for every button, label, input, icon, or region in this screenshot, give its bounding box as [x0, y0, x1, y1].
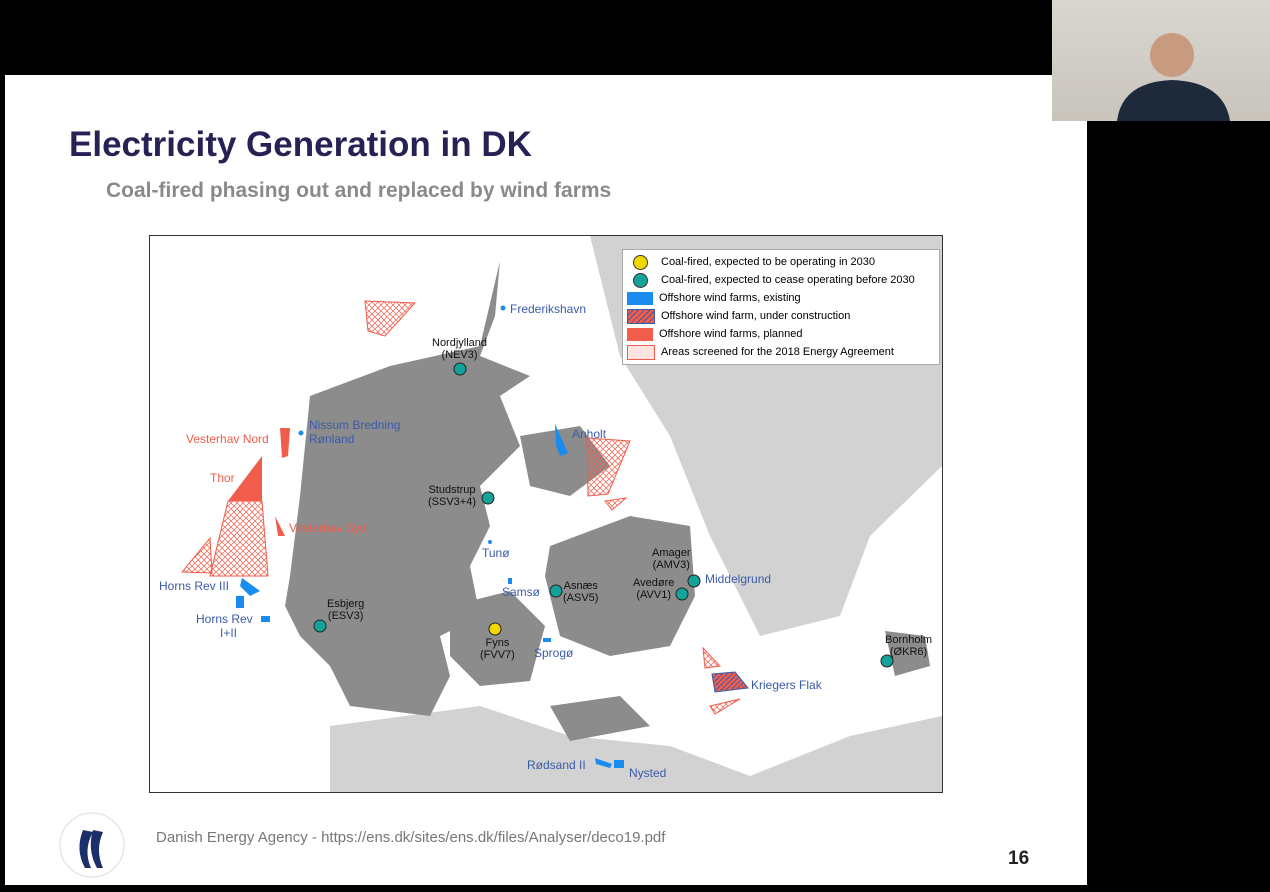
- legend-item: Areas screened for the 2018 Energy Agree…: [627, 343, 935, 361]
- legend-item: Offshore wind farms, existing: [627, 289, 935, 307]
- aalborg-university-logo: [55, 810, 130, 885]
- zealand-land: [545, 516, 695, 656]
- wind-farm-shapes: [180, 300, 749, 768]
- map-legend: Coal-fired, expected to be operating in …: [622, 249, 940, 365]
- wind-farm-label: Horns Rev: [196, 612, 253, 626]
- map-shapes: [180, 236, 942, 792]
- legend-item: Coal-fired, expected to be operating in …: [627, 253, 935, 271]
- wind-farm-label: Nissum Bredning: [309, 418, 401, 432]
- wind-farm-label: Rødsand II: [527, 758, 586, 772]
- plant-label: Avedøre (AVV1): [633, 577, 675, 601]
- source-citation: Danish Energy Agency - https://ens.dk/si…: [156, 829, 666, 846]
- coal-ceasing-icon: [633, 272, 648, 288]
- planned-swatch: [627, 327, 653, 341]
- wind-farm-label: Nysted: [629, 766, 667, 780]
- wind-farm-label: Kriegers Flak: [751, 678, 822, 692]
- legend-label: Coal-fired, expected to cease operating …: [661, 274, 915, 286]
- wind-farm-label: Samsø: [502, 585, 541, 599]
- funen-land: [450, 591, 545, 686]
- plant-label: Nordjylland (NEV3): [432, 337, 488, 361]
- construction-swatch: [627, 308, 655, 324]
- coal-plant-icon: [488, 622, 502, 636]
- coal-plant-icon: [549, 584, 563, 598]
- slide-title: Electricity Generation in DK: [69, 125, 532, 164]
- coal-plant-icon: [313, 619, 327, 633]
- coal-plant-icon: [481, 491, 495, 505]
- legend-label: Coal-fired, expected to be operating in …: [661, 256, 876, 268]
- plant-label: Asnæs (ASV5): [563, 580, 599, 604]
- wind-farm-label: Thor: [210, 471, 235, 485]
- denmark-map: Coal-fired, expected to be operating in …: [149, 235, 943, 793]
- legend-item: Offshore wind farm, under construction: [627, 307, 935, 325]
- slide-subtitle: Coal-fired phasing out and replaced by w…: [106, 179, 612, 202]
- webcam-video: [1052, 0, 1270, 121]
- coal-plant-icon: [880, 654, 894, 668]
- plant-markers: [313, 362, 894, 668]
- screened-swatch: [627, 344, 655, 360]
- wind-farm-label: Vesterhav Nord: [186, 432, 269, 446]
- plant-label: Amager (AMV3): [652, 547, 691, 571]
- wind-farm-label: Vesterhav Syd: [289, 521, 367, 535]
- wind-farm-label: Frederikshavn: [510, 302, 587, 316]
- plant-label: Esbjerg (ESV3): [327, 598, 365, 622]
- coal-operating-icon: [633, 254, 648, 270]
- legend-label: Offshore wind farms, existing: [659, 292, 801, 304]
- plant-label: Bornholm (ØKR6): [885, 634, 933, 658]
- page-number: 16: [1008, 848, 1030, 869]
- bornholm-land: [885, 631, 930, 676]
- wind-farm-label: Rønland: [309, 432, 355, 446]
- wind-farm-label: Middelgrund: [705, 572, 772, 586]
- wind-farm-label: Sprogø: [534, 646, 574, 660]
- plant-label: Studstrup (SSV3+4): [428, 484, 476, 508]
- germany-land: [330, 706, 942, 792]
- wind-farm-label: Horns Rev III: [159, 579, 230, 593]
- legend-label: Areas screened for the 2018 Energy Agree…: [661, 346, 894, 358]
- wind-farm-label: I+II: [220, 626, 238, 640]
- wind-farm-label: Tunø: [482, 546, 510, 560]
- legend-label: Offshore wind farm, under construction: [661, 310, 851, 322]
- legend-item: Coal-fired, expected to cease operating …: [627, 271, 935, 289]
- wind-farm-label: Anholt: [572, 427, 607, 441]
- coal-plant-icon: [453, 362, 467, 376]
- legend-item: Offshore wind farms, planned: [627, 325, 935, 343]
- plant-label: Fyns (FVV7): [480, 637, 515, 661]
- existing-swatch: [627, 291, 653, 305]
- lolland-land: [550, 696, 650, 741]
- legend-label: Offshore wind farms, planned: [659, 328, 803, 340]
- coal-plant-icon: [687, 574, 701, 588]
- coal-plant-icon: [675, 587, 689, 601]
